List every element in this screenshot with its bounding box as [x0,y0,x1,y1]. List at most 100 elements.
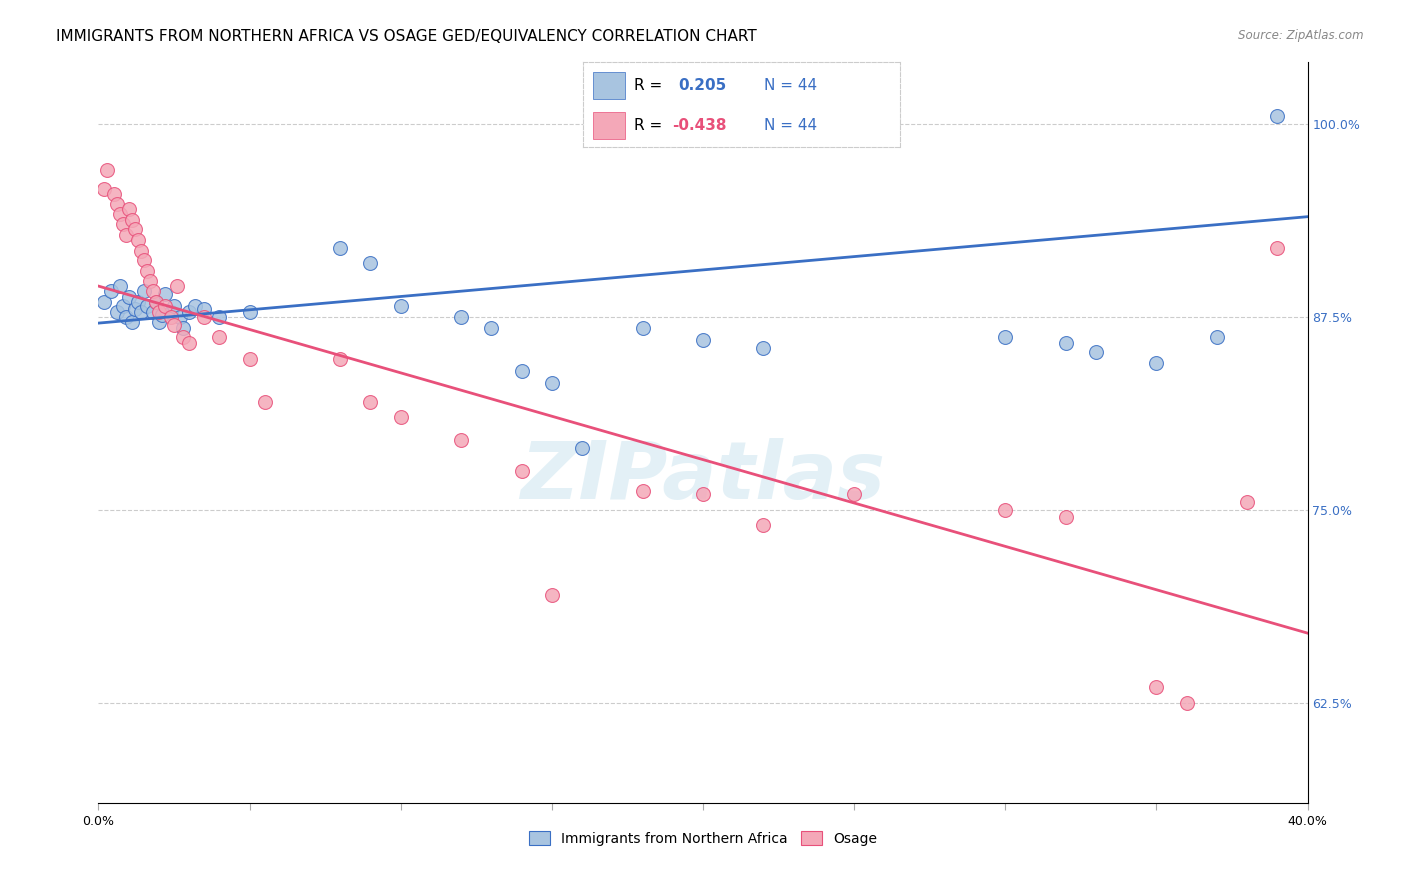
Point [389,299,412,313]
Point [108,206,131,220]
Point [105,197,128,211]
Point [153,286,176,301]
Point [172,330,194,344]
Point [121,315,143,329]
Point [1144,356,1167,370]
Point [844,487,866,501]
Point [329,240,352,255]
Point [1267,240,1289,255]
Point [148,305,170,319]
Point [692,487,714,501]
Point [1267,110,1289,124]
Point [510,364,533,378]
Point [142,284,165,298]
Text: 0.205: 0.205 [678,78,727,93]
Point [631,320,654,334]
Point [360,256,382,270]
Point [150,309,173,323]
Point [752,518,775,533]
Point [239,351,262,366]
Point [163,318,186,332]
Point [160,305,183,319]
Point [163,299,186,313]
Bar [593,71,624,99]
Point [208,330,231,344]
Point [129,244,152,258]
Point [184,299,207,313]
Point [510,464,533,478]
Point [253,394,276,409]
Point [179,305,201,319]
Point [1054,336,1077,351]
Point [752,341,775,355]
Text: N = 44: N = 44 [763,118,817,133]
Point [450,434,472,448]
Point [208,310,231,324]
Point [692,333,714,347]
Point [1144,680,1167,694]
Point [1175,696,1198,710]
Point [1085,345,1108,359]
Point [124,222,146,236]
Point [93,294,115,309]
Point [193,310,215,324]
Point [105,305,128,319]
Bar [593,112,624,139]
Point [239,305,262,319]
Point [329,351,352,366]
Point [132,252,155,267]
Point [1054,510,1077,524]
Point [142,305,165,319]
Point [145,294,167,309]
Legend: Immigrants from Northern Africa, Osage: Immigrants from Northern Africa, Osage [523,825,883,851]
Point [114,228,136,243]
Point [631,484,654,499]
Point [540,376,562,391]
Point [96,163,118,178]
Point [111,218,134,232]
Point [481,320,503,334]
Point [179,336,201,351]
Point [153,299,176,313]
Point [1206,330,1229,344]
Point [994,330,1017,344]
Point [111,299,134,313]
Point [127,233,149,247]
Point [127,294,149,309]
Point [100,284,122,298]
Point [389,410,412,425]
Point [118,290,141,304]
Point [450,310,472,324]
Text: ZIPatlas: ZIPatlas [520,438,886,516]
Point [132,284,155,298]
Text: R =: R = [634,78,662,93]
Point [148,315,170,329]
Point [169,310,191,324]
Text: Source: ZipAtlas.com: Source: ZipAtlas.com [1239,29,1364,43]
Point [135,299,157,313]
Point [103,186,125,201]
Text: R =: R = [634,118,662,133]
Point [135,263,157,277]
Point [540,588,562,602]
Point [193,302,215,317]
Point [124,302,146,317]
Text: -0.438: -0.438 [672,118,727,133]
Point [172,320,194,334]
Point [118,202,141,216]
Point [139,275,162,289]
Text: N = 44: N = 44 [763,78,817,93]
Text: IMMIGRANTS FROM NORTHERN AFRICA VS OSAGE GED/EQUIVALENCY CORRELATION CHART: IMMIGRANTS FROM NORTHERN AFRICA VS OSAGE… [56,29,756,45]
Point [166,279,188,293]
Point [994,502,1017,516]
Point [93,182,115,196]
Point [121,212,143,227]
Point [160,310,183,324]
Point [145,294,167,309]
Point [360,394,382,409]
Point [1236,495,1258,509]
Point [129,305,152,319]
Point [571,441,593,455]
Point [114,310,136,324]
Point [108,279,131,293]
